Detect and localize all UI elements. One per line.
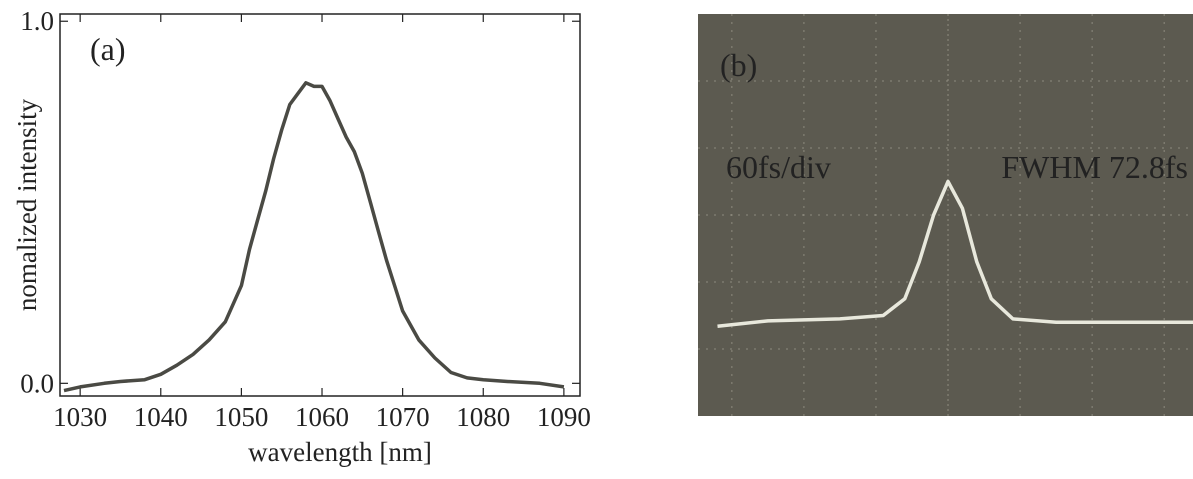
x-tick-label: 1030 [53,402,107,432]
x-tick-label: 1050 [214,402,268,432]
plot-frame [60,14,580,396]
y-axis-label: nomalized intensity [12,98,42,311]
annotation: FWHM 72.8fs [1001,149,1188,185]
x-axis-label: wavelength [nm] [248,437,432,467]
y-tick-label: 1.0 [20,6,54,36]
y-tick-label: 0.0 [20,368,54,398]
scope-screen [698,14,1193,416]
x-tick-label: 1070 [376,402,430,432]
annotation: 60fs/div [726,149,831,185]
x-tick-label: 1060 [295,402,349,432]
panel-label: (a) [90,31,126,67]
spectrum-line [64,83,564,391]
x-tick-label: 1090 [537,402,591,432]
x-tick-label: 1040 [134,402,188,432]
panel-label: (b) [720,47,757,83]
x-tick-label: 1080 [456,402,510,432]
